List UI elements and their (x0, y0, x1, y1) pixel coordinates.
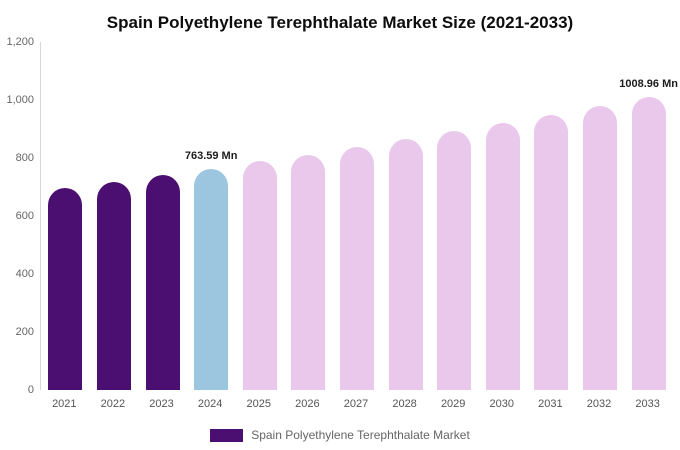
bar-2021 (48, 188, 83, 390)
bar-2022 (96, 181, 131, 390)
bar-2025 (242, 161, 277, 390)
bar-slot (235, 42, 284, 390)
x-axis-tick-label: 2033 (635, 398, 660, 410)
bar-2029 (437, 131, 472, 390)
y-axis-tick-label: 800 (15, 152, 34, 164)
y-axis-tick-label: 1,200 (6, 36, 34, 48)
x-axis-tick-label: 2031 (538, 398, 563, 410)
x-axis-labels: 2021 2022 2023 2024 2025 2026 2027 2028 2029 2030… (40, 398, 672, 410)
bar-slot (478, 42, 527, 390)
bar-2026 (291, 154, 326, 390)
y-axis-tick-label: 400 (15, 268, 34, 280)
bar-slot (138, 42, 187, 390)
bar-2023 (145, 175, 180, 390)
bar-2024 (194, 168, 229, 390)
bar-slot: 763.59 Mn (184, 42, 238, 390)
bar-slot (430, 42, 479, 390)
plot-area: 763.59 Mn 1008.96 Mn (40, 42, 678, 390)
x-axis-tick-label: 2025 (246, 398, 271, 410)
y-axis-tick-label: 0 (27, 384, 34, 396)
bar-2033 (631, 97, 666, 390)
legend-label: Spain Polyethylene Terephthalate Market (251, 428, 470, 442)
x-axis-tick-label: 2021 (52, 398, 77, 410)
bar-2027 (339, 146, 374, 390)
x-axis-tick-label: 2032 (586, 398, 612, 410)
bar-value-label: 763.59 Mn (184, 149, 238, 162)
bar-slot (90, 42, 139, 390)
x-axis-tick-label: 2026 (295, 398, 320, 410)
x-axis-tick-label: 2029 (440, 398, 466, 410)
x-axis-tick-label: 2028 (392, 398, 417, 410)
x-axis-tick-label: 2022 (100, 398, 126, 410)
bar-2030 (485, 123, 520, 390)
bar-slot (576, 42, 625, 390)
bar-slot (527, 42, 576, 390)
bar-value-label: 1008.96 Mn (619, 78, 678, 91)
chart-title: Spain Polyethylene Terephthalate Market … (106, 13, 574, 32)
legend-swatch (210, 428, 244, 442)
y-axis-tick-label: 600 (15, 210, 34, 222)
bar-slot: 1008.96 Mn (619, 42, 678, 390)
bar-2032 (583, 106, 617, 390)
bar-2031 (534, 114, 569, 390)
bars-container: 763.59 Mn 1008.96 Mn (41, 42, 678, 390)
x-axis-tick-label: 2023 (149, 398, 174, 410)
bar-slot (333, 42, 382, 390)
bar-slot (284, 42, 333, 390)
y-axis-tick-label: 200 (15, 326, 34, 338)
bar-2028 (388, 139, 423, 390)
bar-slot (41, 42, 90, 390)
x-axis-tick-label: 2027 (343, 398, 369, 410)
bar-slot (381, 42, 430, 390)
x-axis-tick-label: 2030 (489, 398, 515, 410)
legend: Spain Polyethylene Terephthalate Market (0, 428, 680, 442)
x-axis-tick-label: 2024 (197, 398, 223, 410)
y-axis-tick-label: 1,000 (6, 94, 34, 106)
